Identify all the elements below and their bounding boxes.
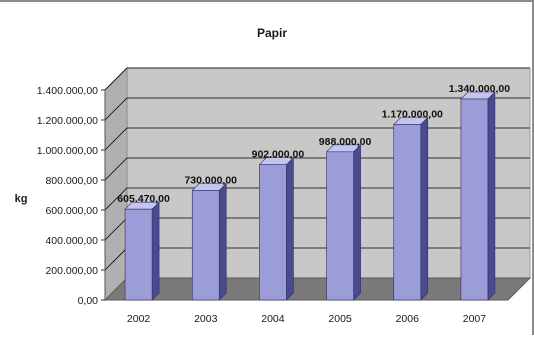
bar-side (353, 144, 361, 301)
data-label: 605.470,00 (117, 193, 170, 205)
labels: 0,00 200.000,00 400.000,00 600.000,00 800.00… (37, 83, 511, 325)
y-tick-label: 800.000,00 (45, 175, 98, 187)
y-tick-label: 400.000,00 (45, 235, 98, 247)
bar-side (286, 156, 294, 301)
y-tick-label: 200.000,00 (45, 265, 98, 277)
gridline (104, 67, 530, 91)
bar-front (191, 190, 220, 301)
bar-front (326, 151, 354, 301)
bar (258, 156, 295, 301)
x-tick-label: 2002 (127, 313, 151, 325)
x-tick-label: 2005 (328, 313, 352, 325)
bar-front (124, 208, 153, 301)
y-tick-label: 600.000,00 (45, 205, 98, 217)
data-label: 1.170.000,00 (382, 109, 443, 121)
x-tick-label: 2007 (463, 313, 487, 325)
bar-side (487, 91, 496, 301)
data-label: 902.000,00 (252, 149, 305, 161)
bar-front (393, 124, 422, 301)
side-wall (104, 66, 128, 302)
gridline (104, 97, 530, 121)
y-tick-label: 1.400.000,00 (37, 85, 98, 97)
bar (393, 116, 429, 301)
data-label: 730.000,00 (184, 175, 237, 187)
bar-front (259, 164, 287, 301)
y-tick-label: 1.200.000,00 (37, 115, 98, 127)
bar-side (420, 116, 429, 301)
bar (460, 91, 496, 301)
bar-side (151, 201, 160, 301)
x-tick-label: 2003 (194, 313, 218, 325)
data-label: 1.340.000,00 (449, 83, 510, 95)
x-tick-label: 2004 (261, 313, 285, 325)
y-tick-label: 0,00 (78, 295, 99, 307)
bar-side (218, 182, 227, 301)
x-tick-label: 2006 (396, 313, 420, 325)
bar (325, 144, 362, 301)
chart-title: Papir (257, 26, 287, 40)
data-label: 988.000,00 (319, 136, 372, 148)
y-axis-label: kg (15, 193, 28, 205)
bar (191, 182, 227, 301)
bar (124, 201, 160, 301)
bar-front (460, 98, 489, 301)
y-tick-label: 1.000.000,00 (37, 145, 98, 157)
bars (124, 91, 496, 301)
